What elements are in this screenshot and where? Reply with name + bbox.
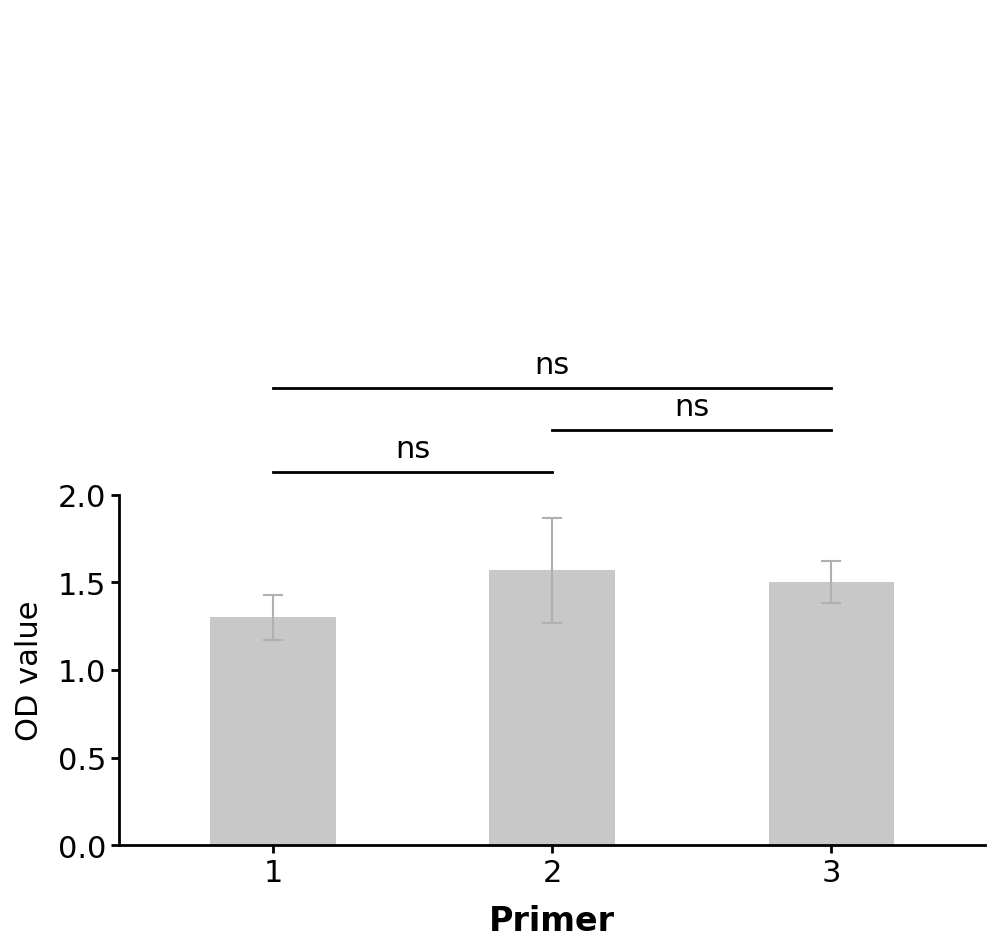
Y-axis label: OD value: OD value xyxy=(15,600,44,741)
Text: ns: ns xyxy=(674,393,709,422)
Text: ns: ns xyxy=(395,435,430,464)
Bar xyxy=(769,583,894,845)
X-axis label: Primer: Primer xyxy=(489,904,615,937)
Text: ns: ns xyxy=(535,351,570,380)
Bar xyxy=(210,618,336,845)
Bar xyxy=(489,570,615,845)
